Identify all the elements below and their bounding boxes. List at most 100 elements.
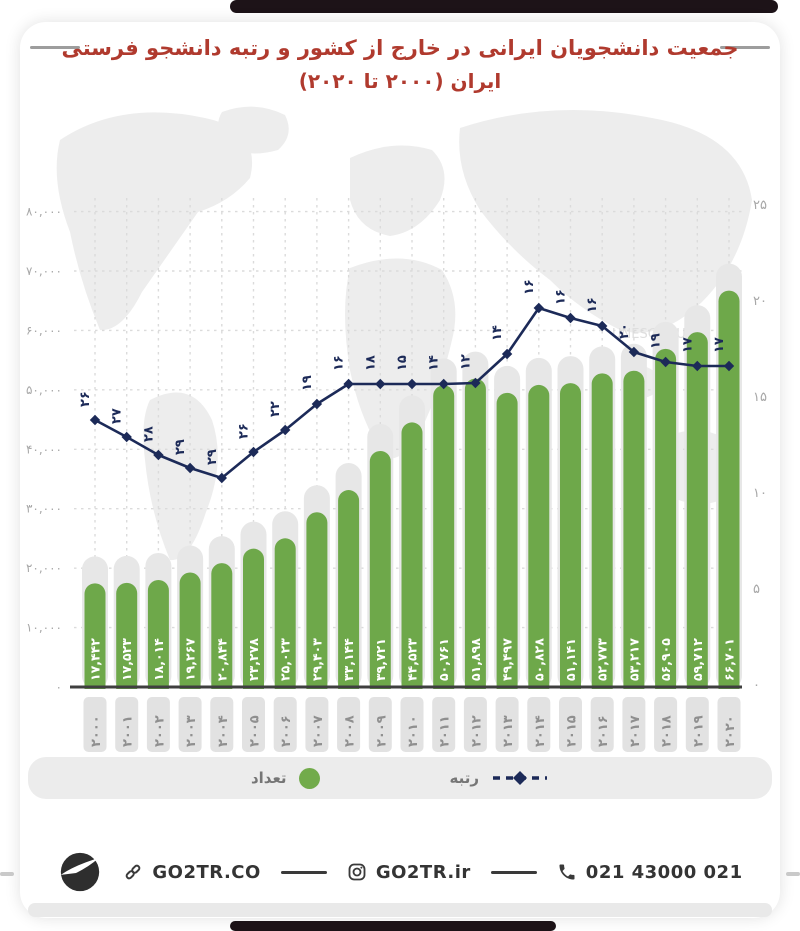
rank-point-2012[interactable] (470, 377, 481, 389)
bar-series-marker-icon (298, 767, 320, 789)
year-label-2000: ۲۰۰۰ (89, 715, 104, 747)
rank-point-2009[interactable] (375, 378, 386, 390)
year-label-2009: ۲۰۰۹ (374, 715, 389, 747)
rank-point-2019[interactable] (692, 360, 703, 372)
legend-item-rank: رتبه (450, 769, 550, 787)
rank-point-2014[interactable] (533, 302, 544, 314)
year-label-2005: ۲۰۰۵ (248, 715, 263, 747)
rank-value-label: ۱۷ (680, 337, 695, 353)
rank-value-label: ۱۸ (363, 355, 378, 371)
rank-point-2017[interactable] (628, 346, 640, 358)
legend-count-label: تعداد (250, 769, 287, 787)
footer-instagram[interactable]: GO2TR.ir (347, 862, 471, 883)
bar-value-label: ۵۰,۸۲۸ (531, 638, 546, 681)
rank-point-2003[interactable] (184, 462, 196, 474)
page-title-line1: جمعیت دانشجویان ایرانی در خارج از کشور و… (61, 36, 739, 60)
year-pill (305, 697, 329, 752)
bar-2010[interactable] (401, 422, 423, 689)
instagram-icon (347, 862, 367, 882)
year-pill (717, 697, 741, 752)
phone-icon (557, 862, 577, 882)
rank-value-label: ۲۶ (237, 423, 252, 439)
bar-2015[interactable] (560, 383, 581, 689)
year-pill (273, 697, 297, 752)
right-axis-tick: ۱۵ (753, 390, 767, 405)
bar-2017[interactable] (623, 370, 645, 689)
footer-phone[interactable]: 021 43000 021 (557, 862, 743, 883)
bar-2001[interactable] (116, 582, 138, 689)
rank-point-2006[interactable] (280, 424, 291, 436)
year-label-2002: ۲۰۰۲ (152, 715, 167, 747)
bar-2013[interactable] (496, 392, 518, 689)
year-label-2020: ۲۰۲۰ (723, 715, 738, 747)
year-pill (559, 697, 582, 752)
right-axis-tick: ۲۵ (753, 198, 767, 213)
bar-2020[interactable] (718, 290, 740, 689)
rank-point-2004[interactable] (216, 472, 227, 484)
footer-website[interactable]: GO2TR.CO (123, 862, 260, 883)
footer-phone-text: 021 43000 021 (585, 861, 743, 883)
year-label-2004: ۲۰۰۴ (216, 715, 231, 747)
bar-2003[interactable] (179, 572, 201, 689)
rank-point-2000[interactable] (89, 414, 101, 426)
bar-2005[interactable] (243, 548, 264, 689)
rank-point-2016[interactable] (597, 320, 608, 332)
bar-2009[interactable] (369, 450, 391, 689)
bar-2011[interactable] (433, 385, 455, 689)
go2tr-logo (57, 849, 103, 895)
rank-point-2010[interactable] (406, 378, 418, 390)
title-block: جمعیت دانشجویان ایرانی در خارج از کشور و… (0, 32, 800, 98)
rank-point-2011[interactable] (438, 378, 449, 390)
bar-2002[interactable] (147, 579, 169, 689)
rank-value-label: ۱۹ (649, 333, 664, 349)
rank-value-label: ۱۵ (395, 355, 410, 371)
top-dark-bar (230, 0, 778, 13)
year-pill (685, 697, 709, 752)
footer-edge-dash-left (0, 872, 14, 876)
bar-2014[interactable] (528, 384, 550, 689)
rank-point-2015[interactable] (565, 312, 576, 324)
rank-point-2002[interactable] (153, 449, 164, 461)
bar-value-label: ۲۰,۸۴۴ (214, 638, 229, 681)
right-axis-tick: ۱۰ (753, 486, 767, 501)
title-dash-right (720, 46, 770, 49)
bar-value-label: ۲۹,۴۰۳ (309, 638, 324, 681)
bar-2006[interactable] (274, 538, 296, 689)
rank-value-label: ۱۹ (300, 375, 315, 391)
year-label-2017: ۲۰۱۷ (628, 715, 643, 747)
year-pill (83, 697, 107, 752)
bar-2019[interactable] (686, 332, 708, 689)
bar-value-label: ۵۳,۲۱۷ (626, 638, 641, 681)
world-map-blob (350, 145, 445, 236)
legend-item-count: تعداد (250, 767, 320, 789)
year-pill (337, 697, 361, 752)
bar-value-label: ۱۷,۵۲۳ (119, 638, 134, 681)
rank-point-2013[interactable] (501, 348, 513, 360)
year-pill (115, 697, 139, 752)
year-label-2001: ۲۰۰۱ (121, 715, 136, 747)
rank-value-label: ۱۶ (585, 297, 600, 313)
bar-value-label: ۵۱,۱۴۱ (563, 638, 578, 681)
footer-separator (490, 870, 537, 874)
footer-separator (280, 870, 327, 874)
rank-point-2020[interactable] (723, 360, 735, 372)
rank-point-2007[interactable] (311, 398, 323, 410)
rank-point-2001[interactable] (121, 431, 132, 443)
rank-value-label: ۲۷ (110, 408, 125, 424)
rank-value-label: ۱۴ (427, 355, 442, 371)
bar-2004[interactable] (211, 563, 233, 689)
rank-point-2008[interactable] (343, 378, 354, 390)
bar-2000[interactable] (84, 583, 106, 689)
year-pill (622, 697, 646, 752)
card-bottom-strip (28, 903, 772, 917)
rank-point-2018[interactable] (660, 356, 671, 368)
bar-2008[interactable] (338, 490, 360, 689)
bar-2007[interactable] (306, 512, 328, 689)
bar-2012[interactable] (464, 378, 486, 689)
rank-value-label: ۱۷ (712, 337, 727, 353)
bar-2016[interactable] (591, 373, 613, 689)
rank-value-label: ۱۲ (458, 354, 473, 370)
bar-2018[interactable] (655, 348, 677, 689)
rank-point-2005[interactable] (248, 446, 259, 458)
title-dash-left (30, 46, 80, 49)
